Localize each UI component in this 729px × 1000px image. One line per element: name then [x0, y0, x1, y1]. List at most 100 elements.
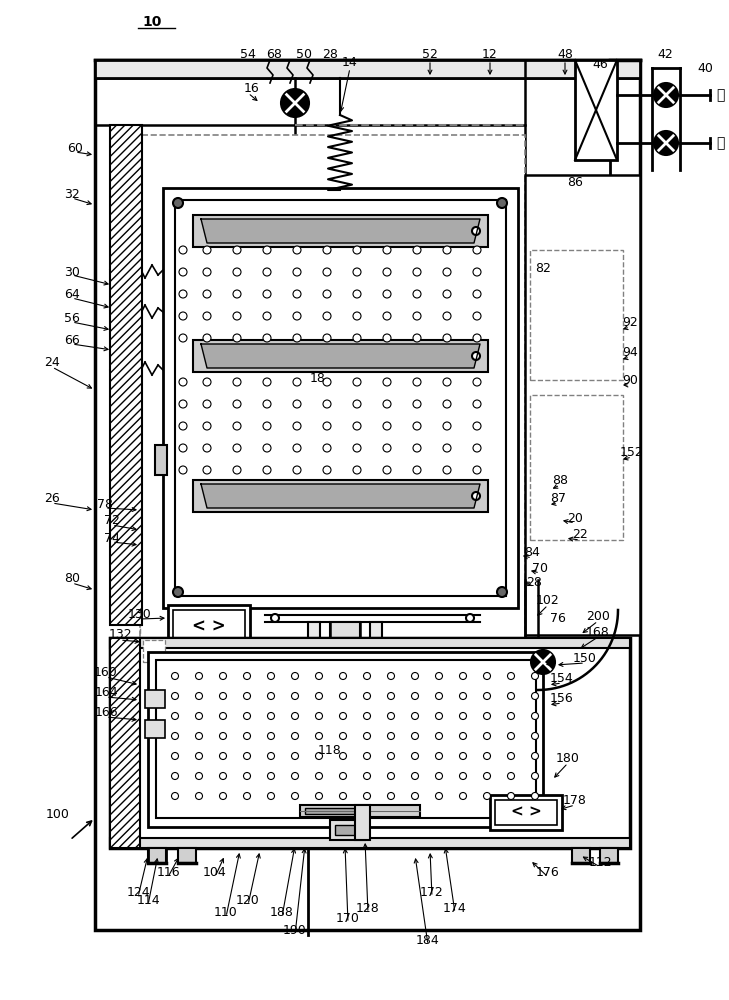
Text: 50: 50 — [296, 48, 312, 62]
Circle shape — [268, 792, 275, 800]
Text: 48: 48 — [557, 48, 573, 62]
Bar — [575, 60, 617, 160]
Circle shape — [388, 672, 394, 680]
Circle shape — [233, 422, 241, 430]
Circle shape — [173, 198, 183, 208]
Circle shape — [353, 268, 361, 276]
Circle shape — [507, 772, 515, 780]
Text: 26: 26 — [44, 491, 60, 504]
Polygon shape — [201, 219, 480, 243]
Circle shape — [443, 290, 451, 298]
Circle shape — [316, 772, 322, 780]
Circle shape — [472, 352, 480, 360]
Text: 54: 54 — [240, 48, 256, 62]
Bar — [490, 795, 562, 830]
Bar — [148, 652, 543, 827]
Circle shape — [195, 732, 203, 740]
Circle shape — [171, 792, 179, 800]
Text: 132: 132 — [108, 629, 132, 642]
Circle shape — [195, 792, 203, 800]
Circle shape — [179, 268, 187, 276]
Circle shape — [323, 268, 331, 276]
Circle shape — [364, 792, 370, 800]
Circle shape — [353, 422, 361, 430]
Text: 112: 112 — [588, 856, 612, 868]
Text: 30: 30 — [64, 265, 80, 278]
Bar — [140, 135, 525, 645]
Circle shape — [435, 712, 443, 720]
Text: 92: 92 — [622, 316, 638, 328]
Circle shape — [171, 712, 179, 720]
Circle shape — [411, 772, 418, 780]
Circle shape — [483, 692, 491, 700]
Circle shape — [383, 422, 391, 430]
Circle shape — [316, 672, 322, 680]
Circle shape — [292, 792, 298, 800]
Text: 60: 60 — [67, 141, 83, 154]
Circle shape — [173, 587, 183, 597]
Circle shape — [203, 422, 211, 430]
Text: 68: 68 — [266, 48, 282, 62]
Circle shape — [531, 650, 555, 674]
Text: 热: 热 — [716, 88, 725, 102]
Circle shape — [203, 290, 211, 298]
Circle shape — [413, 268, 421, 276]
Circle shape — [459, 672, 467, 680]
Text: 24: 24 — [44, 356, 60, 368]
Bar — [335, 825, 360, 835]
Bar — [533, 400, 620, 418]
Text: 94: 94 — [622, 346, 638, 359]
Circle shape — [340, 692, 346, 700]
Text: 190: 190 — [283, 924, 307, 936]
Polygon shape — [201, 344, 480, 368]
Bar — [370, 622, 382, 672]
Text: 168: 168 — [586, 626, 610, 639]
Circle shape — [293, 334, 301, 342]
Circle shape — [203, 444, 211, 452]
Circle shape — [364, 672, 370, 680]
Circle shape — [497, 587, 507, 597]
Text: 冷: 冷 — [716, 136, 725, 150]
Circle shape — [219, 792, 227, 800]
Text: 164: 164 — [94, 686, 118, 698]
Text: 28: 28 — [322, 48, 338, 62]
Text: 110: 110 — [214, 906, 238, 918]
Text: 82: 82 — [535, 261, 551, 274]
Circle shape — [316, 752, 322, 760]
Bar — [110, 838, 630, 848]
Circle shape — [531, 772, 539, 780]
Circle shape — [233, 400, 241, 408]
Circle shape — [459, 792, 467, 800]
Circle shape — [323, 400, 331, 408]
Circle shape — [507, 792, 515, 800]
Text: 84: 84 — [524, 546, 540, 560]
Circle shape — [171, 772, 179, 780]
Circle shape — [473, 334, 481, 342]
Text: 130: 130 — [128, 607, 152, 620]
Circle shape — [435, 672, 443, 680]
Text: 188: 188 — [270, 906, 294, 918]
Circle shape — [364, 732, 370, 740]
Circle shape — [364, 772, 370, 780]
Circle shape — [323, 422, 331, 430]
Circle shape — [435, 772, 443, 780]
Circle shape — [507, 732, 515, 740]
Circle shape — [323, 378, 331, 386]
Bar — [148, 848, 166, 863]
Bar — [143, 640, 165, 662]
Circle shape — [364, 712, 370, 720]
Circle shape — [411, 692, 418, 700]
Text: 18: 18 — [310, 371, 326, 384]
Circle shape — [507, 712, 515, 720]
Text: 12: 12 — [482, 48, 498, 62]
Circle shape — [383, 466, 391, 474]
Text: 102: 102 — [536, 593, 560, 606]
Circle shape — [483, 732, 491, 740]
Text: 124: 124 — [126, 886, 150, 898]
Text: 66: 66 — [64, 334, 80, 347]
Bar — [175, 200, 506, 596]
Circle shape — [233, 246, 241, 254]
Circle shape — [353, 400, 361, 408]
Circle shape — [473, 444, 481, 452]
Circle shape — [233, 290, 241, 298]
